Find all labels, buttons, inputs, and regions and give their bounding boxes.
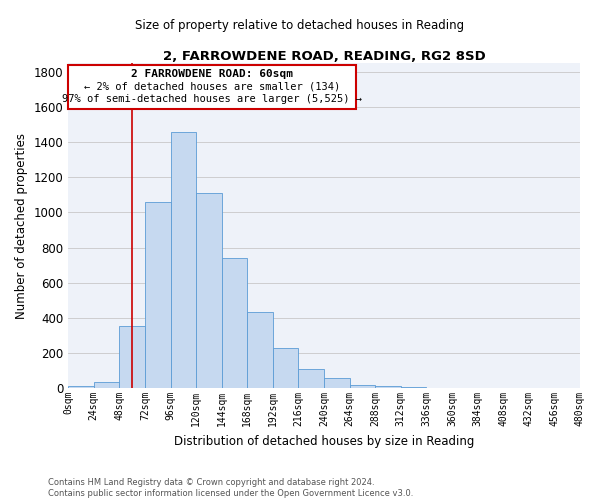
Bar xyxy=(119,326,145,388)
Text: Size of property relative to detached houses in Reading: Size of property relative to detached ho… xyxy=(136,20,464,32)
Bar xyxy=(196,193,222,388)
Bar xyxy=(68,386,94,388)
Bar xyxy=(222,258,247,388)
Y-axis label: Number of detached properties: Number of detached properties xyxy=(15,132,28,318)
X-axis label: Distribution of detached houses by size in Reading: Distribution of detached houses by size … xyxy=(174,434,474,448)
Bar xyxy=(170,132,196,388)
Title: 2, FARROWDENE ROAD, READING, RG2 8SD: 2, FARROWDENE ROAD, READING, RG2 8SD xyxy=(163,50,485,63)
Bar xyxy=(145,202,170,388)
Bar xyxy=(375,386,401,388)
Bar xyxy=(247,312,273,388)
Bar xyxy=(324,378,350,388)
Bar xyxy=(94,382,119,388)
FancyBboxPatch shape xyxy=(68,65,356,108)
Text: 2 FARROWDENE ROAD: 60sqm: 2 FARROWDENE ROAD: 60sqm xyxy=(131,70,293,80)
Text: Contains HM Land Registry data © Crown copyright and database right 2024.
Contai: Contains HM Land Registry data © Crown c… xyxy=(48,478,413,498)
Bar xyxy=(298,369,324,388)
Text: ← 2% of detached houses are smaller (134): ← 2% of detached houses are smaller (134… xyxy=(84,82,340,92)
Bar xyxy=(350,384,375,388)
Bar xyxy=(273,348,298,388)
Text: 97% of semi-detached houses are larger (5,525) →: 97% of semi-detached houses are larger (… xyxy=(62,94,362,104)
